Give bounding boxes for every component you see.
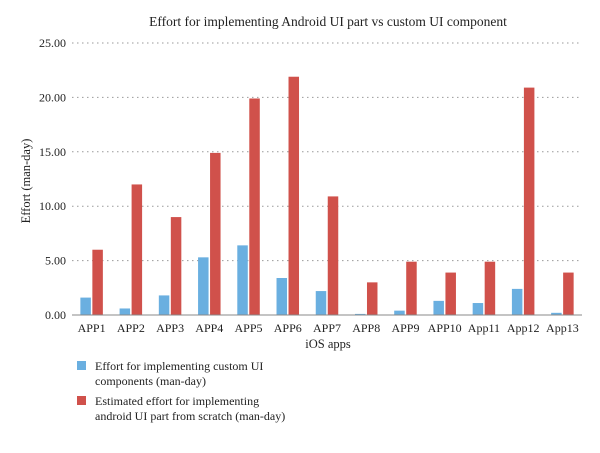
x-tick-label: APP4: [195, 321, 223, 335]
legend: Effort for implementing custom UIcompone…: [77, 359, 285, 423]
bar-android-ui-app2: [131, 184, 143, 315]
y-tick-label: 20.00: [39, 90, 66, 104]
x-tick-label: APP2: [117, 321, 145, 335]
bar-android-ui-app13: [563, 272, 574, 315]
x-tick-label: APP10: [428, 321, 462, 335]
bar-custom-ui-app8: [354, 313, 366, 315]
bar-custom-ui-app1: [80, 297, 91, 315]
bar-android-ui-app8: [366, 282, 378, 315]
bars: [80, 76, 574, 315]
bar-custom-ui-app4: [198, 257, 209, 315]
bar-android-ui-app10: [445, 272, 456, 315]
x-tick-label: APP5: [235, 321, 263, 335]
y-tick-label: 25.00: [39, 36, 66, 50]
y-tick-label: 0.00: [45, 308, 66, 322]
bar-android-ui-app5: [249, 98, 260, 315]
y-tick-label: 15.00: [39, 145, 66, 159]
y-tick-labels: 0.00 5.00 10.00 15.00 20.00 25.00: [39, 36, 66, 322]
bar-android-ui-app1: [92, 249, 103, 315]
bar-custom-ui-app5: [237, 245, 248, 315]
x-tick-labels: APP1 APP2 APP3 APP4 APP5 APP6 APP7 APP8 APP9 APP1…: [78, 321, 579, 335]
bar-android-ui-app4: [210, 152, 221, 315]
bar-custom-ui-app9: [394, 310, 405, 315]
x-tick-label: APP8: [352, 321, 380, 335]
bar-android-ui-app12: [523, 87, 535, 315]
bar-custom-ui-app6: [276, 278, 288, 315]
legend-label: components (man-day): [95, 374, 206, 388]
x-tick-label: APP3: [156, 321, 184, 335]
bar-android-ui-app9: [406, 261, 417, 315]
y-tick-label: 10.00: [39, 199, 66, 213]
bar-custom-ui-app11: [472, 303, 484, 315]
bar-android-ui-app3: [170, 217, 182, 315]
legend-swatch-android-ui: [77, 396, 86, 405]
x-axis-title: iOS apps: [305, 337, 351, 351]
bar-custom-ui-app10: [433, 300, 444, 315]
bar-custom-ui-app12: [511, 288, 523, 315]
bar-custom-ui-app2: [119, 308, 131, 315]
bar-custom-ui-app13: [551, 312, 562, 315]
bar-android-ui-app6: [288, 76, 300, 315]
y-tick-label: 5.00: [45, 254, 66, 268]
bar-android-ui-app7: [327, 196, 339, 315]
bar-android-ui-app11: [484, 261, 496, 315]
bar-custom-ui-app7: [315, 291, 327, 315]
x-tick-label: APP1: [78, 321, 106, 335]
x-tick-label: App12: [507, 321, 540, 335]
legend-label: Estimated effort for implementing: [95, 394, 259, 408]
legend-label: android UI part from scratch (man-day): [95, 409, 285, 423]
y-axis-title: Effort (man-day): [19, 139, 33, 224]
x-tick-label: APP9: [391, 321, 419, 335]
chart-title: Effort for implementing Android UI part …: [149, 14, 507, 29]
legend-label: Effort for implementing custom UI: [95, 359, 263, 373]
bar-custom-ui-app3: [158, 295, 170, 315]
x-tick-label: APP6: [274, 321, 302, 335]
x-tick-label: App13: [546, 321, 579, 335]
x-tick-label: APP7: [313, 321, 341, 335]
legend-swatch-custom-ui: [77, 361, 86, 370]
x-tick-label: App11: [468, 321, 500, 335]
grid-lines: [72, 42, 582, 262]
